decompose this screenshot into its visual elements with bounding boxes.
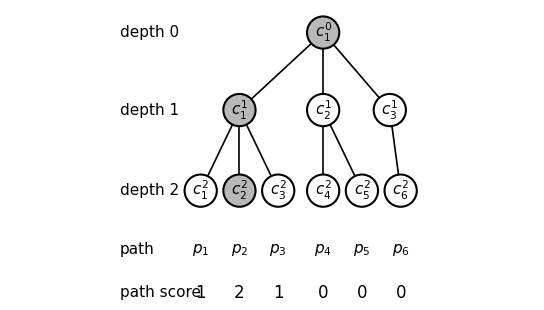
Circle shape [307,16,339,49]
Text: depth 1: depth 1 [120,103,179,117]
Text: 0: 0 [395,284,406,302]
Text: depth 0: depth 0 [120,25,179,40]
Text: path: path [120,242,155,257]
Text: depth 2: depth 2 [120,183,179,198]
Text: $\mathit{p}_{5}$: $\mathit{p}_{5}$ [353,241,370,258]
Text: $\mathit{p}_{1}$: $\mathit{p}_{1}$ [192,241,209,258]
Circle shape [307,175,339,207]
Text: 0: 0 [318,284,329,302]
Text: 0: 0 [357,284,367,302]
Text: $\mathit{c}_{1}^{0}$: $\mathit{c}_{1}^{0}$ [314,21,332,44]
Text: path score: path score [120,286,201,300]
Circle shape [262,175,294,207]
Text: $\mathit{p}_{4}$: $\mathit{p}_{4}$ [314,241,332,258]
Text: $\mathit{c}_{5}^{2}$: $\mathit{c}_{5}^{2}$ [354,179,370,202]
Circle shape [184,175,217,207]
Circle shape [385,175,417,207]
Text: 1: 1 [273,284,283,302]
Text: $\mathit{c}_{3}^{2}$: $\mathit{c}_{3}^{2}$ [270,179,287,202]
Circle shape [346,175,378,207]
Circle shape [307,94,339,126]
Text: $\mathit{c}_{2}^{2}$: $\mathit{c}_{2}^{2}$ [231,179,248,202]
Text: $\mathit{c}_{2}^{1}$: $\mathit{c}_{2}^{1}$ [315,99,332,122]
Text: $\mathit{p}_{6}$: $\mathit{p}_{6}$ [392,241,410,258]
Text: 2: 2 [234,284,245,302]
Text: $\mathit{p}_{3}$: $\mathit{p}_{3}$ [269,241,287,258]
Text: $\mathit{c}_{1}^{1}$: $\mathit{c}_{1}^{1}$ [231,99,248,122]
Text: $\mathit{c}_{4}^{2}$: $\mathit{c}_{4}^{2}$ [315,179,331,202]
Text: $\mathit{p}_{2}$: $\mathit{p}_{2}$ [231,241,248,258]
Text: $\mathit{c}_{1}^{2}$: $\mathit{c}_{1}^{2}$ [193,179,209,202]
Text: 1: 1 [195,284,206,302]
Circle shape [224,175,256,207]
Text: $\mathit{c}_{6}^{2}$: $\mathit{c}_{6}^{2}$ [392,179,409,202]
Text: $\mathit{c}_{3}^{1}$: $\mathit{c}_{3}^{1}$ [381,99,398,122]
Circle shape [374,94,406,126]
Circle shape [224,94,256,126]
